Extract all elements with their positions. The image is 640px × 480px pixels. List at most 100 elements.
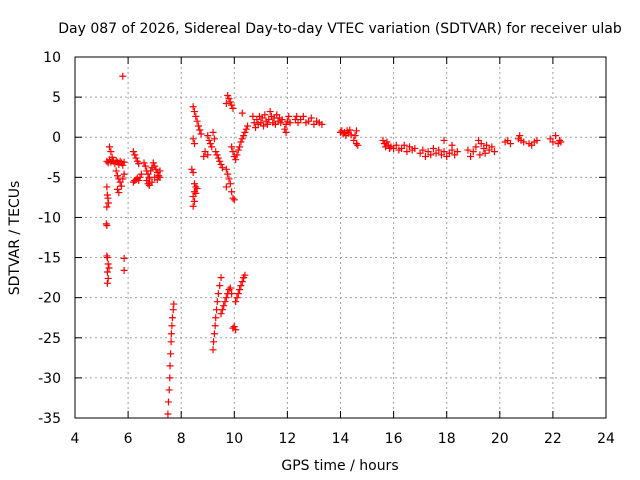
data-point-marker bbox=[249, 112, 257, 120]
data-point-marker bbox=[234, 146, 242, 154]
data-point-marker bbox=[228, 290, 236, 298]
data-point-marker bbox=[228, 188, 236, 196]
data-point-marker bbox=[225, 95, 233, 103]
data-point-marker bbox=[241, 271, 249, 279]
data-point-marker bbox=[131, 151, 139, 159]
data-point-marker bbox=[189, 135, 197, 143]
data-point-marker bbox=[168, 314, 176, 322]
data-point-marker bbox=[236, 286, 244, 294]
data-point-marker bbox=[266, 108, 274, 116]
data-point-marker bbox=[206, 140, 214, 148]
data-point-marker bbox=[228, 101, 236, 109]
data-point-marker bbox=[193, 117, 201, 125]
data-point-marker bbox=[155, 172, 163, 180]
y-tick-label: -20 bbox=[38, 291, 61, 307]
data-point-marker bbox=[192, 112, 200, 120]
data-point-marker bbox=[477, 140, 485, 148]
data-point-marker bbox=[506, 140, 514, 148]
data-points bbox=[102, 72, 565, 418]
x-axis-label: GPS time / hours bbox=[281, 458, 398, 474]
data-point-marker bbox=[520, 138, 528, 146]
data-point-marker bbox=[490, 148, 498, 156]
data-point-marker bbox=[222, 100, 230, 108]
data-point-marker bbox=[156, 173, 164, 181]
data-point-marker bbox=[106, 143, 114, 151]
data-point-marker bbox=[103, 254, 111, 262]
data-point-marker bbox=[230, 323, 238, 331]
data-point-marker bbox=[213, 306, 221, 314]
data-point-marker bbox=[216, 157, 224, 165]
data-point-marker bbox=[112, 156, 120, 164]
data-point-marker bbox=[193, 185, 201, 193]
data-point-marker bbox=[152, 165, 160, 173]
data-point-marker bbox=[144, 180, 152, 188]
data-point-marker bbox=[221, 298, 229, 306]
y-tick-label: 10 bbox=[43, 50, 61, 66]
data-point-marker bbox=[136, 173, 144, 181]
data-point-marker bbox=[120, 254, 128, 262]
data-point-marker bbox=[213, 298, 221, 306]
data-point-marker bbox=[135, 160, 143, 168]
data-point-marker bbox=[192, 189, 200, 197]
data-point-marker bbox=[222, 183, 230, 191]
data-point-marker bbox=[557, 138, 565, 146]
data-point-marker bbox=[233, 151, 241, 159]
data-point-marker bbox=[347, 131, 355, 139]
data-point-marker bbox=[224, 92, 232, 100]
data-point-marker bbox=[103, 221, 111, 229]
data-point-marker bbox=[286, 119, 294, 127]
y-tick-label: -30 bbox=[38, 371, 61, 387]
data-point-marker bbox=[233, 294, 241, 302]
data-point-marker bbox=[167, 338, 175, 346]
data-point-marker bbox=[200, 152, 208, 160]
axis-ticks bbox=[74, 56, 607, 419]
x-tick-label: 22 bbox=[544, 431, 562, 447]
data-point-marker bbox=[208, 143, 216, 151]
y-tick-label: -15 bbox=[38, 251, 61, 267]
data-point-marker bbox=[209, 128, 217, 136]
data-point-marker bbox=[189, 103, 197, 111]
data-point-marker bbox=[224, 170, 232, 178]
data-point-marker bbox=[105, 264, 113, 272]
data-point-marker bbox=[210, 338, 218, 346]
data-point-marker bbox=[196, 126, 204, 134]
data-point-marker bbox=[472, 143, 480, 151]
data-point-marker bbox=[400, 141, 408, 149]
data-point-marker bbox=[190, 197, 198, 205]
data-point-marker bbox=[115, 189, 123, 197]
x-tick-label: 6 bbox=[124, 431, 133, 447]
data-point-marker bbox=[190, 180, 198, 188]
data-point-marker bbox=[132, 154, 140, 162]
data-point-marker bbox=[238, 278, 246, 286]
y-tick-label: 5 bbox=[52, 90, 61, 106]
data-point-marker bbox=[217, 310, 225, 318]
x-tick-label: 16 bbox=[385, 431, 403, 447]
data-point-marker bbox=[151, 162, 159, 170]
data-point-marker bbox=[448, 141, 456, 149]
data-point-marker bbox=[104, 260, 112, 268]
data-point-marker bbox=[141, 162, 149, 170]
data-point-marker bbox=[238, 109, 246, 117]
y-tick-label: -10 bbox=[38, 210, 61, 226]
data-point-marker bbox=[113, 185, 121, 193]
data-point-marker bbox=[112, 167, 120, 175]
data-point-marker bbox=[225, 175, 233, 183]
data-point-marker bbox=[242, 125, 250, 133]
data-point-marker bbox=[240, 132, 248, 140]
data-point-marker bbox=[164, 398, 172, 406]
y-tick-label: -25 bbox=[38, 331, 61, 347]
data-point-marker bbox=[260, 122, 268, 130]
chart-title: Day 087 of 2026, Sidereal Day-to-day VTE… bbox=[58, 21, 622, 37]
data-point-marker bbox=[403, 148, 411, 156]
data-point-marker bbox=[129, 148, 137, 156]
data-point-marker bbox=[229, 324, 237, 332]
data-point-marker bbox=[194, 122, 202, 130]
data-point-marker bbox=[226, 98, 234, 106]
data-point-marker bbox=[212, 148, 220, 156]
data-point-marker bbox=[116, 157, 124, 165]
data-point-marker bbox=[419, 146, 427, 154]
data-point-marker bbox=[234, 290, 242, 298]
data-point-marker bbox=[205, 136, 213, 144]
data-point-marker bbox=[217, 274, 225, 282]
